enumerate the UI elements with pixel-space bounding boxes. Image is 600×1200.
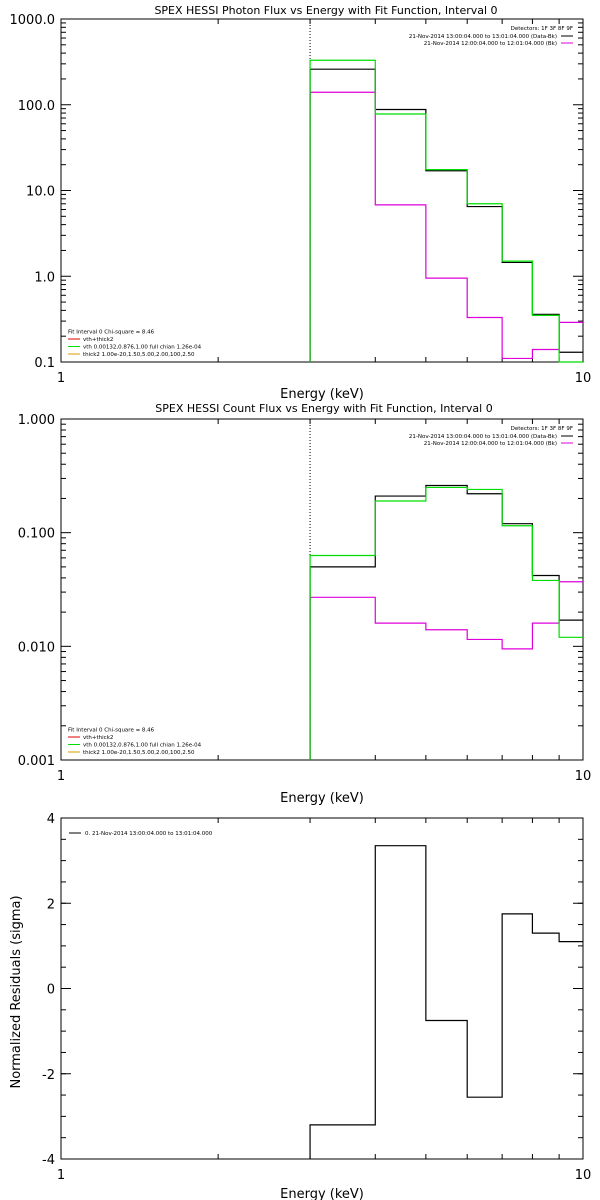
y-tick-label: 1000.0 (10, 13, 56, 28)
y-tick-label: 0.1 (34, 356, 55, 371)
residuals-panel: Energy (keV) Normalized Residuals (sigma… (9, 812, 591, 1200)
legend-fit-label: Fit Interval 0 Chi-square = 8.46 (68, 330, 155, 336)
y-tick-label: 1.000 (18, 413, 55, 428)
x-axis-label: Energy (keV) (280, 791, 364, 806)
plot-frame (60, 18, 584, 363)
y-tick-label: 0.001 (18, 754, 55, 769)
x-axis-label: Energy (keV) (280, 387, 364, 402)
y-tick-label: 1.0 (34, 270, 55, 285)
y-tick-label: 2 (47, 897, 55, 912)
series-step-line (309, 59, 583, 363)
series-step-line (309, 91, 583, 362)
y-tick-label: 10.0 (26, 185, 55, 200)
y-tick-label: -2 (42, 1068, 55, 1083)
plot-frame (60, 817, 584, 1160)
legend-detectors: Detectors: 1F 3F 8F 9F (511, 26, 573, 32)
plot-frame (60, 418, 584, 761)
photon-flux-panel: SPEX HESSI Photon Flux vs Energy with Fi… (10, 4, 592, 402)
legend-fit-label: vth+thick2 (83, 735, 113, 741)
x-tick-label: 10 (575, 769, 592, 784)
legend-fit-label: vth+thick2 (83, 337, 113, 343)
x-tick-label: 1 (57, 769, 65, 784)
x-tick-label: 10 (575, 371, 592, 386)
legend-entry-label: 21-Nov-2014 12:00:04.000 to 12:01:04.000… (424, 41, 557, 47)
x-tick-label: 1 (57, 1168, 65, 1183)
y-tick-label: 0.010 (18, 640, 55, 655)
x-tick-label: 1 (57, 371, 65, 386)
series-step-line (309, 68, 583, 362)
legend-fit-label: Fit Interval 0 Chi-square = 8.46 (68, 728, 155, 734)
series-step-line (309, 845, 583, 1159)
legend-entry-label: 21-Nov-2014 13:00:04.000 to 13:01:04.000… (409, 434, 557, 440)
x-tick-label: 10 (575, 1168, 592, 1183)
legend-label: 0. 21-Nov-2014 13:00:04.000 to 13:01:04.… (85, 831, 213, 837)
panel-1-title: SPEX HESSI Photon Flux vs Energy with Fi… (154, 4, 497, 17)
y-axis-label: Normalized Residuals (sigma) (9, 895, 24, 1088)
legend-entry-label: 21-Nov-2014 12:00:04.000 to 12:01:04.000… (424, 441, 557, 447)
legend-detectors: Detectors: 1F 3F 8F 9F (511, 426, 573, 432)
y-tick-label: 4 (47, 812, 55, 827)
y-tick-label: -4 (42, 1153, 55, 1168)
y-tick-label: 0.100 (18, 527, 55, 542)
legend-fit-label: thick2 1.00e-20,1.50,5.00,2.00,100,2.50 (83, 352, 195, 358)
count-flux-panel: SPEX HESSI Count Flux vs Energy with Fit… (18, 402, 591, 806)
legend-fit-label: vth 0.00132,0.876,1.00 full chian 1.26e-… (83, 743, 202, 749)
x-axis-label: Energy (keV) (280, 1187, 364, 1200)
series-step-line (309, 486, 583, 760)
panel-2-title: SPEX HESSI Count Flux vs Energy with Fit… (155, 402, 492, 415)
legend-entry-label: 21-Nov-2014 13:00:04.000 to 13:01:04.000… (409, 34, 557, 40)
y-tick-label: 100.0 (18, 99, 55, 114)
series-step-line (309, 581, 583, 760)
legend-fit-label: thick2 1.00e-20,1.50,5.00,2.00,100,2.50 (83, 750, 195, 756)
legend-fit-label: vth 0.00132,0.876,1.00 full chian 1.26e-… (83, 345, 202, 351)
y-tick-label: 0 (47, 983, 55, 998)
